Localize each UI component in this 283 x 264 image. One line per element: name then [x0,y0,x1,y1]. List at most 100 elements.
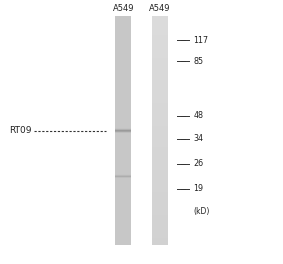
Text: 117: 117 [194,36,209,45]
Bar [152,208,168,211]
Bar [152,218,168,220]
Bar [152,174,168,176]
Text: (kD): (kD) [194,207,210,216]
Bar [152,96,168,99]
Bar [115,16,131,245]
Bar [152,128,168,131]
Bar [152,231,168,233]
Bar [152,147,168,149]
Bar [152,213,168,215]
Bar [152,183,168,186]
Bar [152,224,168,227]
Text: 26: 26 [194,159,204,168]
Bar [152,16,168,19]
Bar [152,133,168,135]
Bar [152,181,168,183]
Bar [152,110,168,112]
Bar [152,32,168,35]
Bar [152,99,168,101]
Bar [152,101,168,103]
Bar [152,53,168,55]
Bar [152,69,168,71]
Bar [152,85,168,87]
Bar [152,206,168,208]
Bar [152,167,168,169]
Bar [152,220,168,222]
Bar [152,140,168,142]
Bar [152,161,168,163]
Bar [152,240,168,243]
Bar [152,60,168,62]
Text: A549: A549 [149,3,171,12]
Bar [152,89,168,92]
Bar [152,46,168,48]
Bar [152,227,168,229]
Bar [152,126,168,128]
Bar [152,199,168,201]
Bar [152,19,168,21]
Bar [152,211,168,213]
Bar [152,74,168,76]
Bar [152,81,168,83]
Bar [152,149,168,151]
Bar [152,48,168,51]
Bar [152,238,168,240]
Bar [152,121,168,124]
Bar [152,39,168,42]
Bar [152,55,168,58]
Bar [152,44,168,46]
Bar [152,58,168,60]
Bar [152,71,168,74]
Bar [152,106,168,108]
Bar [152,186,168,188]
Bar [152,23,168,26]
Bar [152,92,168,94]
Bar [152,197,168,199]
Bar [152,215,168,218]
Bar [152,28,168,30]
Bar [152,172,168,174]
Bar [152,51,168,53]
Bar [152,154,168,156]
Bar [152,87,168,89]
Text: RT09: RT09 [9,126,32,135]
Bar [152,195,168,197]
Bar [152,108,168,110]
Bar [152,138,168,140]
Bar [152,158,168,161]
Bar [152,142,168,144]
Text: A549: A549 [112,3,134,12]
Text: 19: 19 [194,185,204,194]
Bar [152,67,168,69]
Bar [152,62,168,64]
Bar [152,163,168,165]
Bar [152,112,168,115]
Bar [152,165,168,167]
Bar [152,119,168,121]
Bar [152,64,168,67]
Bar [152,144,168,147]
Bar [152,115,168,117]
Bar [152,117,168,119]
Bar [152,179,168,181]
Bar [152,243,168,245]
Bar [152,131,168,133]
Bar [152,169,168,172]
Bar [152,26,168,28]
Bar [152,204,168,206]
Bar [152,78,168,81]
Bar [152,42,168,44]
Bar [152,190,168,192]
Bar [152,229,168,231]
Text: 85: 85 [194,56,204,65]
Bar [152,151,168,154]
Bar [152,35,168,37]
Bar [152,124,168,126]
Bar [152,188,168,190]
Bar [152,156,168,158]
Bar [152,21,168,23]
Bar [152,176,168,179]
Bar [152,233,168,236]
Bar [152,192,168,195]
Text: 48: 48 [194,111,203,120]
